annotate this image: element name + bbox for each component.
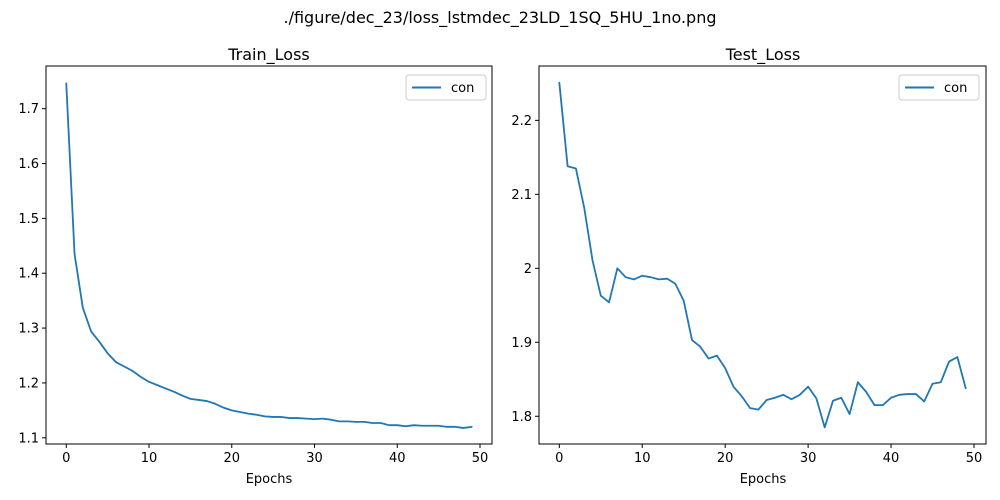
y-tick-label: 2.1 <box>511 188 532 203</box>
x-tick-label: 30 <box>306 451 323 466</box>
y-tick-label: 2.2 <box>511 114 532 129</box>
x-tick-label: 40 <box>883 451 900 466</box>
tick-layer: 0 10 20 30 40 50 1.8 1.9 2 2.1 2.2 <box>511 114 982 466</box>
x-tick-label: 40 <box>389 451 406 466</box>
legend-label: con <box>451 81 474 96</box>
chart-title: Train_Loss <box>227 45 309 65</box>
x-tick-label: 50 <box>966 451 983 466</box>
x-tick-label: 30 <box>800 451 817 466</box>
y-tick-label: 1.5 <box>18 212 39 227</box>
x-tick-label: 10 <box>634 451 651 466</box>
legend: con <box>405 74 487 101</box>
legend-box <box>405 74 487 101</box>
x-tick-label: 0 <box>555 451 563 466</box>
y-tick-label: 1.6 <box>18 157 39 172</box>
chart-test-loss: Test_Loss Epochs 0 10 20 30 40 50 1.8 1.9 2 2.1 2.… <box>511 45 987 487</box>
series-line-con <box>558 81 967 429</box>
x-tick-label: 20 <box>223 451 240 466</box>
y-tick-label: 2 <box>524 262 532 277</box>
x-axis-label: Epochs <box>246 472 293 487</box>
chart-train-loss: Train_Loss Epochs 0 10 20 30 40 50 1.1 1.2 1.3 1.… <box>18 45 493 487</box>
plot-frame <box>538 65 987 445</box>
y-tick-label: 1.1 <box>18 431 39 446</box>
tick-layer: 0 10 20 30 40 50 1.1 1.2 1.3 1.4 1.5 1.6 1.7 <box>18 102 488 466</box>
series-layer <box>65 82 473 429</box>
x-tick-label: 10 <box>141 451 158 466</box>
series-line-con <box>65 82 473 429</box>
y-tick-label: 1.3 <box>18 322 39 337</box>
x-tick-label: 50 <box>472 451 489 466</box>
legend-box <box>898 74 980 101</box>
series-layer <box>558 81 967 429</box>
plot-frame <box>45 65 493 445</box>
x-tick-label: 0 <box>62 451 70 466</box>
legend-label: con <box>944 81 967 96</box>
y-tick-label: 1.7 <box>18 102 39 117</box>
figure-suptitle: ./figure/dec_23/loss_lstmdec_23LD_1SQ_5H… <box>283 8 716 28</box>
legend: con <box>898 74 980 101</box>
x-axis-label: Epochs <box>740 472 787 487</box>
y-tick-label: 1.9 <box>511 336 532 351</box>
y-tick-label: 1.2 <box>18 376 39 391</box>
y-tick-label: 1.8 <box>511 410 532 425</box>
chart-title: Test_Loss <box>725 45 801 65</box>
y-tick-label: 1.4 <box>18 267 39 282</box>
x-tick-label: 20 <box>717 451 734 466</box>
